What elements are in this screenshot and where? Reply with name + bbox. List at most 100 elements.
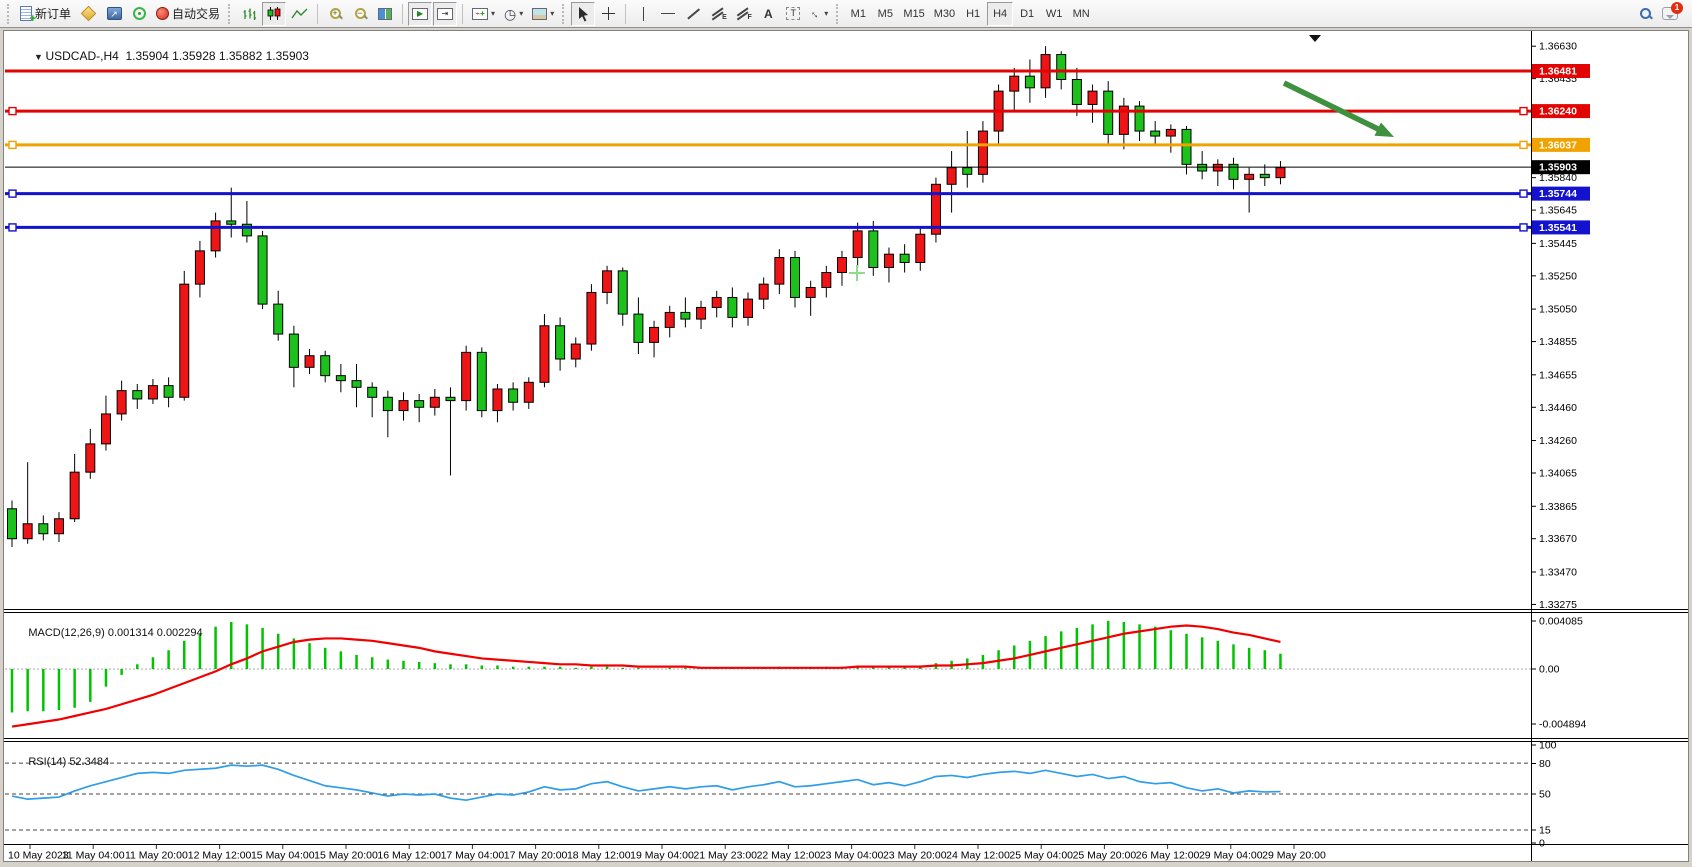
notifications-button[interactable]: 1 xyxy=(1658,2,1683,26)
chat-bubble-icon: 1 xyxy=(1662,2,1683,20)
timeframe-group: M1 M5 M15 M30 H1 H4 D1 W1 MN xyxy=(845,1,1094,26)
new-order-icon xyxy=(20,6,36,25)
svg-text:1.33275: 1.33275 xyxy=(1539,599,1577,611)
toolbar: 新订单 ↗ 自动交易 xyxy=(0,0,1692,28)
zoom-in-button[interactable]: + xyxy=(323,2,347,26)
zoom-out-button[interactable]: − xyxy=(348,2,372,26)
svg-text:25 May 20:00: 25 May 20:00 xyxy=(1073,850,1137,862)
toolbar-separator xyxy=(402,3,404,24)
search-button[interactable] xyxy=(1633,2,1657,26)
timeframe-label: M15 xyxy=(903,7,925,20)
svg-text:0.004085: 0.004085 xyxy=(1539,616,1583,628)
svg-text:1.36630: 1.36630 xyxy=(1539,41,1577,53)
toolbar-separator xyxy=(625,3,627,24)
templates-button[interactable]: ▾ xyxy=(528,2,558,26)
timeframe-m1-button[interactable]: M1 xyxy=(845,2,871,26)
timeframe-m5-button[interactable]: M5 xyxy=(872,2,898,26)
svg-text:23 May 04:00: 23 May 04:00 xyxy=(820,850,884,862)
zoom-in-icon: + xyxy=(329,8,341,19)
toolbar-grip[interactable] xyxy=(836,3,841,24)
new-order-button[interactable]: 新订单 xyxy=(16,2,75,26)
gold-button[interactable] xyxy=(76,2,101,26)
svg-text:100: 100 xyxy=(1539,740,1557,752)
zoom-out-icon: − xyxy=(354,8,366,19)
svg-text:1.35050: 1.35050 xyxy=(1539,304,1577,316)
fibonacci-button[interactable]: F xyxy=(731,2,755,26)
indicators-icon: ⌁+ xyxy=(472,7,489,20)
timeframe-d1-button[interactable]: D1 xyxy=(1014,2,1040,26)
chevron-down-icon: ▾ xyxy=(824,9,829,18)
crosshair-button[interactable] xyxy=(596,2,620,26)
timeframe-label: M30 xyxy=(933,7,956,20)
channel-button[interactable]: E xyxy=(706,2,730,26)
trendline-button[interactable] xyxy=(681,2,705,26)
equidistant-channel-icon: E xyxy=(711,7,727,21)
autotrade-button[interactable]: 自动交易 xyxy=(152,2,224,26)
toolbar-grip[interactable] xyxy=(7,3,12,24)
svg-text:1.36481: 1.36481 xyxy=(1539,66,1577,78)
text-button[interactable]: A xyxy=(756,2,780,26)
svg-text:50: 50 xyxy=(1539,789,1551,801)
bar-chart-button[interactable] xyxy=(237,2,261,26)
gold-icon xyxy=(80,5,97,22)
auto-scroll-button[interactable]: ▶ xyxy=(408,1,433,26)
toolbar-separator xyxy=(317,3,319,24)
bar-chart-icon xyxy=(243,8,257,20)
price-chart[interactable]: 1.366301.364351.358401.356451.354451.352… xyxy=(4,31,1688,861)
svg-text:29 May 04:00: 29 May 04:00 xyxy=(1199,850,1263,862)
svg-text:1.33470: 1.33470 xyxy=(1539,566,1577,578)
svg-text:1.34260: 1.34260 xyxy=(1539,435,1577,447)
svg-text:1.35250: 1.35250 xyxy=(1539,270,1577,282)
timeframe-w1-button[interactable]: W1 xyxy=(1041,2,1067,26)
timeframe-m15-button[interactable]: M15 xyxy=(899,2,928,26)
timeframe-h4-button[interactable]: H4 xyxy=(987,1,1014,26)
template-icon xyxy=(532,7,548,20)
candlestick-chart-button[interactable] xyxy=(262,1,287,26)
horizontal-line-button[interactable] xyxy=(656,2,680,26)
svg-text:24 May 12:00: 24 May 12:00 xyxy=(946,850,1010,862)
svg-text:17 May 04:00: 17 May 04:00 xyxy=(441,850,505,862)
svg-text:12 May 12:00: 12 May 12:00 xyxy=(188,850,252,862)
tile-windows-button[interactable] xyxy=(373,2,397,26)
toolbar-grip[interactable] xyxy=(228,3,233,24)
svg-text:1.35445: 1.35445 xyxy=(1539,238,1577,250)
publish-chart-button[interactable]: ↗ xyxy=(102,2,126,26)
chart-title: ▼ USDCAD-,H4 1.35904 1.35928 1.35882 1.3… xyxy=(14,35,309,77)
search-icon xyxy=(1639,8,1651,19)
svg-text:1.35744: 1.35744 xyxy=(1539,188,1577,200)
auto-scroll-icon: ▶ xyxy=(412,7,429,20)
toolbar-separator xyxy=(462,3,464,24)
svg-text:1.34655: 1.34655 xyxy=(1539,369,1577,381)
trendline-icon xyxy=(687,8,700,19)
cursor-button[interactable] xyxy=(571,1,596,26)
timeframe-h1-button[interactable]: H1 xyxy=(960,2,986,26)
timeframe-label: H1 xyxy=(966,7,981,20)
svg-text:1.34855: 1.34855 xyxy=(1539,336,1577,348)
fibonacci-icon: F xyxy=(736,7,752,21)
svg-text:1.36037: 1.36037 xyxy=(1539,139,1577,151)
svg-text:1.33670: 1.33670 xyxy=(1539,533,1577,545)
text-label-button[interactable]: T xyxy=(781,2,805,26)
vertical-line-icon xyxy=(642,6,644,21)
svg-text:1.35645: 1.35645 xyxy=(1539,205,1577,217)
signals-button[interactable] xyxy=(127,2,151,26)
line-chart-button[interactable] xyxy=(287,2,312,26)
arrows-button[interactable]: ↔ ▾ xyxy=(806,2,832,26)
svg-text:15: 15 xyxy=(1539,825,1551,837)
svg-text:16 May 12:00: 16 May 12:00 xyxy=(377,850,441,862)
periods-button[interactable]: ◷ ▾ xyxy=(500,2,527,26)
timeframe-m30-button[interactable]: M30 xyxy=(930,2,959,26)
window-menu-icon[interactable]: ▼ xyxy=(34,52,46,62)
rsi-label: RSI(14) 52.3484 xyxy=(28,756,110,768)
svg-text:19 May 04:00: 19 May 04:00 xyxy=(630,850,694,862)
new-order-label: 新订单 xyxy=(35,7,72,21)
autotrade-icon xyxy=(156,7,170,20)
chart-shift-button[interactable]: ⇥ xyxy=(433,1,458,26)
svg-text:18 May 12:00: 18 May 12:00 xyxy=(567,850,631,862)
timeframe-mn-button[interactable]: MN xyxy=(1068,2,1094,26)
toolbar-grip[interactable] xyxy=(562,3,567,24)
svg-text:80: 80 xyxy=(1539,758,1551,770)
svg-text:29 May 20:00: 29 May 20:00 xyxy=(1262,850,1326,862)
indicators-button[interactable]: ⌁+ ▾ xyxy=(468,2,499,26)
vertical-line-button[interactable] xyxy=(631,2,655,26)
